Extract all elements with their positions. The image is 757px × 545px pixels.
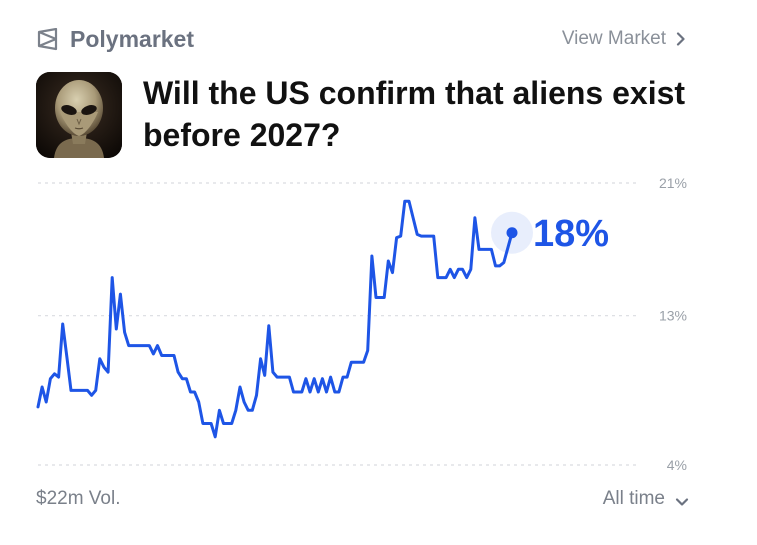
current-point (506, 227, 518, 239)
market-image (36, 72, 122, 158)
series-line (36, 199, 514, 439)
header: Polymarket View Market (36, 24, 686, 56)
y-tick-label: 4% (667, 457, 687, 473)
y-tick-label: 21% (659, 175, 687, 191)
time-range-select[interactable]: All time (603, 488, 689, 510)
chart-grid (38, 182, 640, 466)
volume-label: $22m Vol. (36, 488, 121, 509)
chevron-down-icon (675, 494, 689, 506)
chart-series (36, 199, 514, 439)
polymarket-logo-icon (36, 27, 60, 52)
view-market-link[interactable]: View Market (562, 28, 686, 50)
market-title: Will the US confirm that aliens exist be… (143, 75, 686, 153)
view-market-label: View Market (561, 28, 666, 49)
brand[interactable]: Polymarket (36, 26, 194, 53)
current-marker: 18% (491, 211, 609, 255)
time-range-label: All time (602, 488, 665, 509)
y-tick-label: 13% (659, 308, 687, 324)
chevron-right-icon (676, 32, 686, 46)
brand-name: Polymarket (70, 26, 195, 52)
current-value-label: 18% (533, 213, 609, 255)
y-axis-ticks: 21% 13% 4% (659, 175, 687, 473)
